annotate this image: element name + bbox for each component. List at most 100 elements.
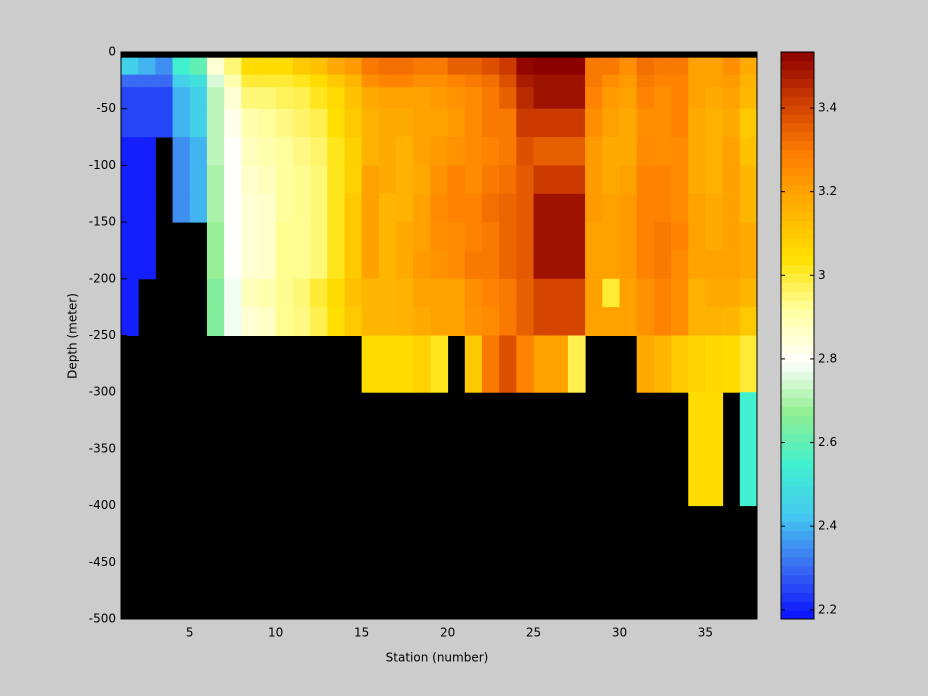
heatmap-cell [516,165,535,195]
heatmap-cell [378,193,397,223]
heatmap-cell [516,250,535,280]
heatmap-cell [499,307,517,336]
heatmap-cell [224,307,242,336]
heatmap-cell [602,278,620,308]
heatmap-cell [121,307,139,336]
heatmap-cell [671,57,689,76]
heatmap-cell [378,307,397,336]
colorbar-swatch [781,326,814,336]
heatmap-cell [189,74,208,88]
heatmap-cell [241,74,260,88]
colorbar-swatch [781,149,814,159]
heatmap-cell [378,278,397,308]
heatmap-cell [550,335,569,393]
heatmap-cell [671,250,689,280]
x-tick-label: 10 [268,626,283,640]
heatmap-cell [636,193,655,223]
heatmap-cell [447,307,466,336]
heatmap-cell [344,307,363,336]
colorbar-swatch [781,601,814,611]
heatmap-cell [567,108,586,138]
heatmap-cell [361,250,380,280]
y-tick-label: -500 [89,612,116,626]
heatmap-cell [413,74,431,88]
heatmap-cell [533,222,552,251]
heatmap-cell [464,165,483,195]
heatmap-cell [275,108,294,138]
y-axis-label: Depth (meter) [66,293,80,379]
heatmap-cell [464,307,483,336]
heatmap-cell [258,87,277,110]
heatmap-cell [585,307,603,336]
colorbar-swatch [781,105,814,115]
heatmap-cell [206,87,225,110]
x-tick-label: 15 [354,626,369,640]
heatmap-cell [224,137,242,166]
heatmap-cell [567,137,586,166]
heatmap-cell [413,307,431,336]
heatmap-cell [636,165,655,195]
heatmap-cell [413,193,431,223]
heatmap-cell [121,74,139,88]
heatmap-cell [619,278,638,308]
heatmap-cell [516,108,535,138]
heatmap-cell [705,392,724,507]
heatmap-cell [550,87,569,110]
heatmap-cell [275,307,294,336]
heatmap-cell [396,57,414,76]
colorbar-swatch [781,353,814,363]
heatmap-cell [189,87,208,110]
colorbar-tick-label: 3.2 [818,184,837,198]
y-tick-label: -300 [89,385,116,399]
x-tick-label: 30 [612,626,627,640]
heatmap-cell [688,335,706,393]
heatmap-cell [688,278,706,308]
colorbar-swatch [781,264,814,274]
heatmap-cell [275,87,294,110]
colorbar-swatch [781,273,814,283]
heatmap-cell [310,222,328,251]
heatmap-cell [258,74,277,88]
heatmap-cell [653,222,672,251]
heatmap-cell [413,278,431,308]
heatmap-cell [481,250,500,280]
colorbar-swatch [781,459,814,469]
colorbar-swatch [781,96,814,106]
colorbar-swatch [781,344,814,354]
colorbar-swatch [781,512,814,523]
heatmap-cell [275,165,294,195]
heatmap-cell [155,57,174,76]
y-tick-label: -200 [89,271,116,285]
heatmap-cell [327,222,345,251]
heatmap-cell [464,278,483,308]
heatmap-cell [619,193,638,223]
heatmap-cell [481,193,500,223]
heatmap-cell [430,137,449,166]
heatmap-cell [602,250,620,280]
heatmap-cell [567,193,586,223]
heatmap-cell [722,250,741,280]
heatmap-cell [430,250,449,280]
colorbar-swatch [781,317,814,328]
heatmap-cell [499,137,517,166]
heatmap-cell [361,307,380,336]
heatmap-cell [516,278,535,308]
heatmap-cell [636,87,655,110]
heatmap-cell [722,193,741,223]
heatmap-cell [138,137,156,166]
heatmap-cell [292,193,311,223]
heatmap-cell [653,87,672,110]
heatmap-cell [688,307,706,336]
heatmap-cell [550,57,569,76]
heatmap-cell [447,74,466,88]
heatmap-cell [206,250,225,280]
heatmap-cell [155,108,174,138]
heatmap-cell [224,222,242,251]
heatmap-cell [378,335,397,393]
heatmap-cell [327,193,345,223]
colorbar-swatch [781,122,814,133]
y-tick-label: -250 [89,328,116,342]
heatmap-cell [533,250,552,280]
y-tick-label: -450 [89,555,116,569]
y-tick-label: 0 [108,45,116,59]
